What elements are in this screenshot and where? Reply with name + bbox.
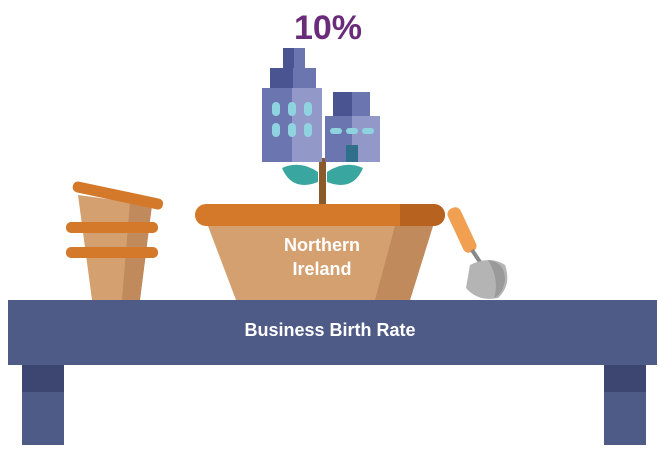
pot-label: Northern bbox=[284, 235, 360, 255]
infographic: 10% Northern Ireland Business Birth Rate bbox=[0, 0, 659, 445]
leaf bbox=[327, 165, 363, 185]
table-label: Business Birth Rate bbox=[244, 320, 415, 340]
pot-label: Ireland bbox=[292, 259, 351, 279]
table-leg-shadow bbox=[604, 365, 646, 392]
page: {"headline": "10%", "pot_label": ["North… bbox=[0, 0, 659, 445]
leaf bbox=[282, 165, 318, 185]
stacked-pots bbox=[66, 181, 164, 300]
buildings bbox=[262, 48, 380, 162]
headline: 10% bbox=[294, 9, 362, 47]
trowel bbox=[446, 205, 508, 299]
stem bbox=[319, 158, 326, 206]
table-leg-shadow bbox=[22, 365, 64, 392]
